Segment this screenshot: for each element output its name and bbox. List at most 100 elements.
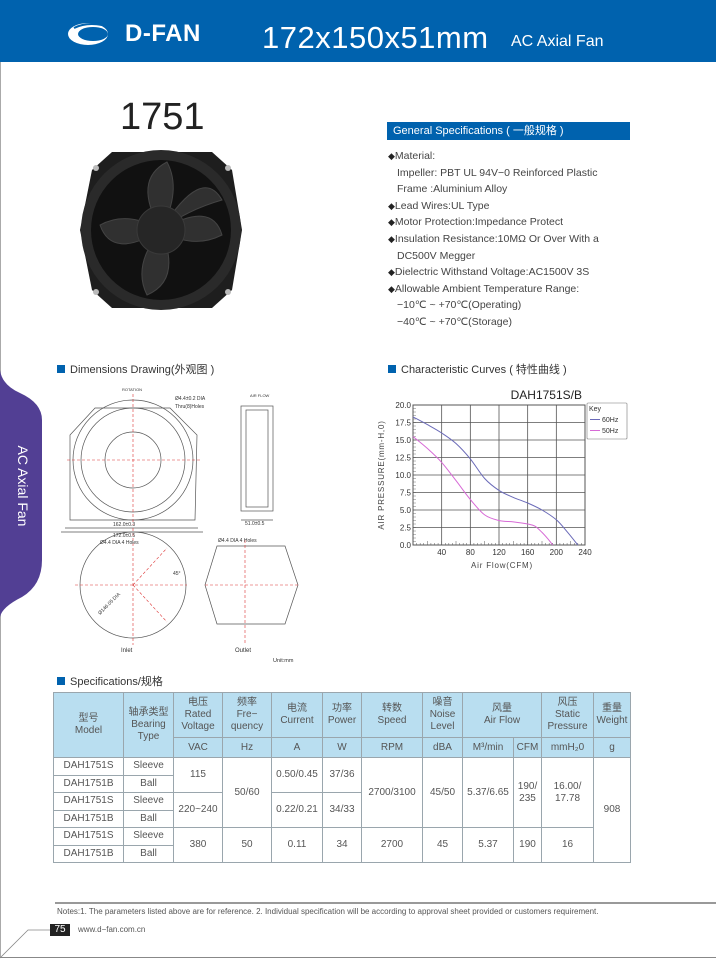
header-line: 风压 (557, 697, 578, 708)
y-tick-label: 10.0 (395, 471, 411, 480)
spec-line: ◆Dielectric Withstand Voltage:AC1500V 3S (388, 266, 590, 279)
header-line: Type (137, 731, 160, 742)
fan-photo (80, 150, 242, 310)
header-current: 电流 Current (271, 692, 323, 738)
header-noise: 噪音 Noise Level (422, 692, 463, 738)
spec-line: ◆Motor Protection:Impedance Protect (388, 216, 564, 229)
diamond-bullet-icon: ◆ (388, 151, 395, 161)
header-bar: D-FAN 172x150x51mm AC Axial Fan (0, 0, 716, 62)
curves-heading: Characteristic Curves ( 特性曲线 ) (388, 361, 567, 377)
unit-cell: RPM (361, 737, 423, 758)
dimension-162: 162.0±0.3 (113, 522, 135, 528)
header-line: Current (280, 715, 314, 726)
side-tab-label: AC Axial Fan (15, 445, 31, 527)
table-row: DAH1751B Ball (53, 844, 631, 863)
header-line: Speed (377, 715, 407, 726)
holes-top-label: Ø4.4±0.2 DIA (175, 396, 206, 402)
rotation-label: ROTATION (122, 387, 142, 392)
series-line-50Hz (412, 436, 554, 546)
header-line: 电压 (188, 697, 208, 708)
y-tick-label: 20.0 (395, 401, 411, 410)
dimension-depth: 51.0±0.5 (245, 521, 265, 527)
header-line: Voltage (181, 721, 215, 732)
y-tick-label: 12.5 (395, 454, 411, 463)
header-line: Power (327, 715, 357, 726)
y-tick-label: 17.5 (395, 419, 411, 428)
header-line: 重量 (602, 703, 622, 714)
header-line: 轴承类型 (128, 707, 169, 718)
dimensions-heading: Dimensions Drawing(外观图 ) (57, 361, 214, 377)
y-tick-label: 0.0 (400, 541, 412, 550)
legend-entry: 50Hz (602, 428, 619, 435)
y-tick-label: 2.5 (400, 524, 412, 533)
header-line: 转数 (382, 703, 402, 714)
x-tick-label: 120 (492, 548, 506, 557)
diamond-bullet-icon: ◆ (388, 233, 395, 244)
spec-line: Frame :Aluminium Alloy (397, 183, 508, 196)
characteristic-curves-chart: DAH1751S/B 40 80 120 160 200 240 0.0 2.5 5.0 7.5 1… (377, 388, 628, 570)
outlet-label: Outlet (235, 648, 251, 654)
bottom-border (0, 957, 716, 958)
header-line: Level (430, 721, 455, 732)
unit-cell: dBA (422, 737, 463, 758)
brand-logo-icon (68, 23, 108, 45)
table-row: DAH1751S Sleeve 220~240 0.22/0.21 34/33 (53, 792, 631, 828)
diamond-bullet-icon: ◆ (388, 267, 395, 278)
model-number: 1751 (120, 96, 205, 138)
diameter-label: Ø146.05 DIA (97, 591, 122, 616)
footer-divider (55, 902, 716, 904)
website-url: www.d−fan.com.cn (78, 925, 146, 934)
unit-cell: A (271, 737, 323, 758)
outlet-holes-label: Ø4.4 DIA 4 Holes (218, 538, 257, 544)
header-line: 频率 (237, 697, 257, 708)
spec-line: DC500V Megger (397, 249, 476, 262)
x-tick-label: 80 (466, 548, 475, 557)
header-line: 型号 (78, 713, 99, 724)
header-airflow: 风量 Air Flow (462, 692, 542, 738)
holes-top-label-2: Thru(8)Holes (175, 404, 205, 410)
table-row: DAH1751B Ball (53, 809, 631, 828)
header-line: 电流 (287, 703, 307, 714)
legend-entry: 60Hz (602, 417, 619, 424)
header-line: Air Flow (483, 715, 521, 726)
bullet-square-icon (57, 677, 65, 685)
page-number: 75 (50, 924, 70, 936)
dimension-172: 172.0±0.5 (113, 533, 135, 539)
unit-cell: W (322, 737, 362, 758)
general-specs-list: ◆Material: Impeller: PBT UL 94V−0 Reinfor… (388, 148, 599, 331)
footer-notes: Notes:1. The parameters listed above are… (57, 907, 599, 916)
header-line: Model (74, 725, 103, 736)
header-line: 风量 (492, 703, 512, 714)
bullet-square-icon (57, 365, 65, 373)
header-line: Fre− (236, 709, 258, 720)
inlet-holes-label: Ø4.4 DIA 4 Holes (100, 540, 139, 546)
general-specs-heading: General Specifications ( 一般规格 ) (387, 122, 630, 140)
unit-cell: Hz (222, 737, 272, 758)
table-row: DAH1751S Sleeve 380 50 0.11 34 2700 45 5.… (53, 827, 631, 863)
footer-corner-line (0, 929, 50, 959)
y-tick-label: 15.0 (395, 436, 411, 445)
spec-line: ◆Lead Wires:UL Type (388, 199, 490, 212)
spec-line: −10℃ ~ +70℃(Operating) (397, 299, 522, 312)
page-title: 172x150x51mm (262, 20, 489, 55)
x-tick-label: 240 (578, 548, 592, 557)
chart-title: DAH1751S/B (511, 388, 582, 402)
legend-title: Key (589, 406, 602, 413)
header-line: Bearing (131, 719, 166, 730)
x-tick-label: 160 (521, 548, 535, 557)
header-line: 功率 (332, 703, 352, 714)
header-line: 噪音 (432, 697, 453, 708)
spec-line: ◆Insulation Resistance:10MΩ Or Over With… (388, 232, 599, 245)
header-model: 型号 Model (53, 692, 124, 758)
header-line: Rated (184, 709, 212, 720)
specifications-table: 型号 Model 轴承类型 Bearing Type 电压 Rated Voltage 频… (53, 692, 631, 863)
unit-cell: mmH₂0 (541, 737, 594, 758)
header-frequency: 频率 Fre− quency (222, 692, 272, 738)
x-tick-label: 200 (550, 548, 564, 557)
angle-label: 45° (173, 571, 181, 577)
specifications-heading: Specifications/规格 (57, 673, 163, 689)
unit-cell: M³/min (462, 737, 514, 758)
unit-label: Unit:mm (273, 658, 294, 664)
header-line: quency (230, 721, 264, 732)
